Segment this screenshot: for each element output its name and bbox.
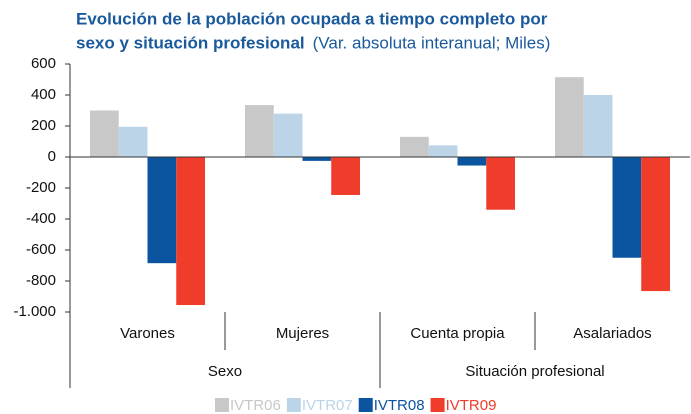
x-tick-label: Cuenta propia [410,325,505,342]
bar [273,113,303,157]
x-tick-label: Mujeres [276,325,329,342]
bar [245,105,274,157]
legend-label: IVTR07 [302,397,353,414]
bar [555,77,584,157]
bar [147,157,177,264]
bar [90,110,119,157]
x-tick-label: Asalariados [573,325,651,342]
legend-swatch [215,398,229,412]
legend-swatch [358,398,373,412]
bar [331,157,360,195]
y-tick-label: 0 [48,148,56,165]
bar [612,157,642,258]
legend-swatch [430,398,445,412]
legend-label: IVTR08 [374,397,425,414]
chart-subtitle: (Var. absoluta interanual; Miles) [313,33,551,52]
y-tick-label: -400 [26,210,56,227]
y-tick-label: 600 [31,55,56,72]
x-tick-label: Varones [120,325,175,342]
y-tick-label: 200 [31,117,56,134]
y-tick-label: -1.000 [13,303,56,320]
y-tick-label: -800 [26,272,56,289]
legend-swatch [286,398,301,412]
bar [118,126,148,157]
y-tick-label: -200 [26,179,56,196]
chart-title: sexo y situación profesional [76,33,305,52]
bar [641,157,670,292]
bar [457,157,487,166]
chart-title: Evolución de la población ocupada a tiem… [76,9,548,28]
group-label: Sexo [208,363,242,380]
bar [583,95,613,157]
group-label: Situación profesional [465,363,604,380]
bar [302,157,332,161]
legend-label: IVTR06 [230,397,281,414]
legend-label: IVTR09 [446,397,497,414]
y-tick-label: 400 [31,86,56,103]
bar [486,157,515,210]
bar [400,136,429,157]
y-tick-label: -600 [26,241,56,258]
bar [428,145,458,157]
bar [176,157,205,306]
